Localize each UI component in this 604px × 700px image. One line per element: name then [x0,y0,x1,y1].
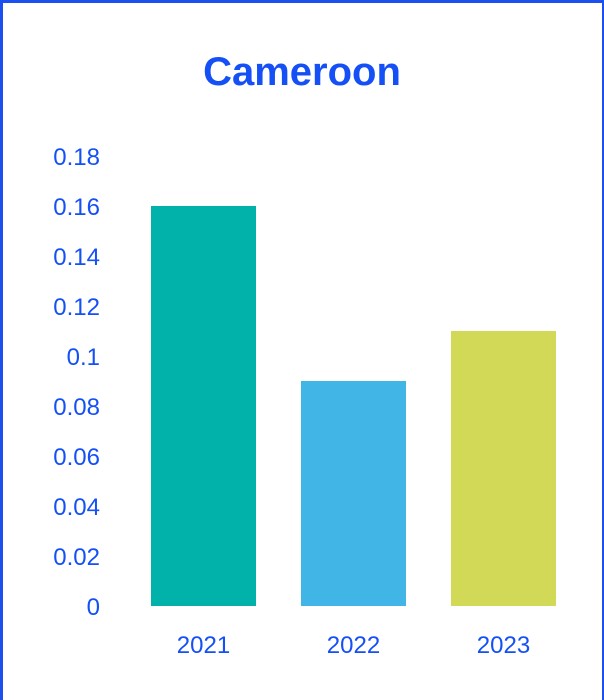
y-tick-label: 0.02 [53,544,100,571]
y-tick-label: 0 [87,594,100,621]
y-tick-label: 0.18 [53,144,100,171]
y-tick-label: 0.1 [67,344,100,371]
y-axis: 0 0.02 0.04 0.06 0.08 0.1 0.12 0.14 0.16 0.18 [53,144,100,621]
y-tick-label: 0.14 [53,244,100,271]
x-tick-label: 2021 [177,632,230,659]
bar-2022 [301,381,406,606]
y-tick-label: 0.06 [53,444,100,471]
bar-2021 [151,206,256,606]
x-tick-label: 2023 [477,632,530,659]
y-tick-label: 0.12 [53,294,100,321]
chart-title: Cameroon [203,50,401,94]
y-tick-label: 0.04 [53,494,100,521]
x-tick-label: 2022 [327,632,380,659]
y-tick-label: 0.08 [53,394,100,421]
bar-2023 [451,331,556,606]
bars [151,206,556,606]
x-axis: 2021 2022 2023 [177,632,530,659]
y-tick-label: 0.16 [53,194,100,221]
